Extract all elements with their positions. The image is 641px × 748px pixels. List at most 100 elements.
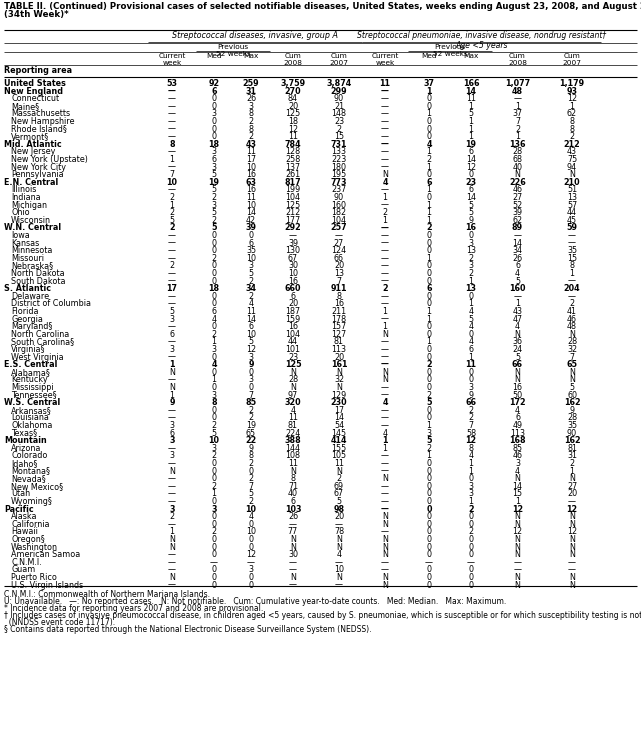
Text: —: —: [467, 558, 475, 567]
Text: Georgia: Georgia: [11, 315, 43, 324]
Text: 37: 37: [424, 79, 435, 88]
Text: 2: 2: [569, 459, 574, 468]
Text: —: —: [381, 505, 389, 514]
Text: 68: 68: [513, 155, 522, 164]
Text: 0: 0: [249, 535, 253, 544]
Text: 388: 388: [285, 436, 301, 445]
Text: 20: 20: [334, 512, 344, 521]
Text: 62: 62: [567, 109, 577, 118]
Text: —: —: [168, 246, 176, 255]
Text: 53: 53: [167, 79, 178, 88]
Text: —: —: [168, 474, 176, 483]
Text: 124: 124: [331, 246, 347, 255]
Text: 258: 258: [285, 155, 301, 164]
Text: 0: 0: [426, 459, 431, 468]
Text: 9: 9: [569, 406, 574, 415]
Text: New York City: New York City: [11, 162, 66, 171]
Text: 5: 5: [569, 383, 574, 392]
Text: 0: 0: [212, 117, 217, 126]
Text: N: N: [515, 171, 520, 180]
Text: 4: 4: [515, 467, 520, 476]
Text: 14: 14: [246, 315, 256, 324]
Text: 16: 16: [465, 224, 476, 233]
Text: —: —: [381, 94, 389, 103]
Text: 3: 3: [212, 200, 217, 209]
Text: N: N: [169, 542, 175, 551]
Text: 37: 37: [512, 109, 522, 118]
Text: N: N: [515, 535, 520, 544]
Text: 1: 1: [426, 162, 431, 171]
Text: 7: 7: [569, 352, 574, 361]
Text: Ohio: Ohio: [11, 208, 29, 217]
Text: 0: 0: [426, 406, 431, 415]
Text: 104: 104: [285, 330, 301, 339]
Text: 2: 2: [469, 254, 474, 263]
Text: 4: 4: [212, 361, 217, 370]
Text: 0: 0: [212, 261, 217, 270]
Text: Connecticut: Connecticut: [11, 94, 59, 103]
Text: 28: 28: [288, 375, 298, 384]
Text: 16: 16: [513, 383, 522, 392]
Text: 0: 0: [469, 171, 474, 180]
Text: N: N: [382, 512, 388, 521]
Text: 320: 320: [285, 398, 301, 407]
Text: —: —: [168, 489, 176, 498]
Text: 57: 57: [567, 200, 577, 209]
Text: —: —: [381, 558, 389, 567]
Text: 0: 0: [426, 535, 431, 544]
Text: 4: 4: [249, 299, 253, 308]
Text: 0: 0: [212, 352, 217, 361]
Text: —: —: [513, 565, 522, 574]
Text: 2: 2: [426, 390, 431, 399]
Text: 10: 10: [246, 200, 256, 209]
Text: 145: 145: [331, 429, 347, 438]
Text: 0: 0: [426, 565, 431, 574]
Text: —: —: [381, 254, 389, 263]
Text: Streptococcal pneumoniae, invasive disease, nondrug resistant†
Age <5 years: Streptococcal pneumoniae, invasive disea…: [357, 31, 606, 50]
Text: 8: 8: [211, 398, 217, 407]
Text: 46: 46: [513, 451, 522, 461]
Text: 1: 1: [426, 216, 431, 225]
Text: 0: 0: [212, 94, 217, 103]
Text: N: N: [515, 551, 520, 560]
Text: 0: 0: [426, 580, 431, 589]
Text: —: —: [289, 231, 297, 240]
Text: N: N: [382, 551, 388, 560]
Text: 2: 2: [212, 330, 217, 339]
Text: 2: 2: [212, 216, 217, 225]
Text: 155: 155: [331, 444, 347, 453]
Text: —: —: [289, 520, 297, 529]
Text: 2: 2: [426, 224, 432, 233]
Text: 12: 12: [465, 436, 476, 445]
Text: U.S. Virgin Islands: U.S. Virgin Islands: [11, 580, 83, 589]
Text: 4: 4: [382, 398, 388, 407]
Text: —: —: [168, 497, 176, 506]
Text: 0: 0: [426, 345, 431, 354]
Text: American Samoa: American Samoa: [11, 551, 80, 560]
Text: New Jersey: New Jersey: [11, 147, 55, 156]
Text: 9: 9: [469, 216, 474, 225]
Text: —: —: [168, 337, 176, 346]
Text: 144: 144: [285, 444, 301, 453]
Text: 5: 5: [249, 337, 254, 346]
Text: 47: 47: [512, 315, 522, 324]
Text: 6: 6: [249, 322, 253, 331]
Text: 14: 14: [465, 87, 476, 96]
Text: 16: 16: [334, 299, 344, 308]
Text: —: —: [513, 558, 522, 567]
Text: 159: 159: [285, 315, 301, 324]
Text: N: N: [290, 573, 296, 582]
Text: —: —: [381, 117, 389, 126]
Text: 1: 1: [169, 155, 174, 164]
Text: 0: 0: [426, 117, 431, 126]
Text: 28: 28: [567, 337, 577, 346]
Text: New England: New England: [4, 87, 63, 96]
Text: Max: Max: [463, 53, 479, 59]
Text: 0: 0: [249, 542, 253, 551]
Text: N: N: [382, 573, 388, 582]
Text: 1: 1: [426, 337, 431, 346]
Text: 261: 261: [285, 171, 301, 180]
Text: 27: 27: [567, 482, 577, 491]
Text: 3: 3: [249, 375, 253, 384]
Text: 0: 0: [212, 246, 217, 255]
